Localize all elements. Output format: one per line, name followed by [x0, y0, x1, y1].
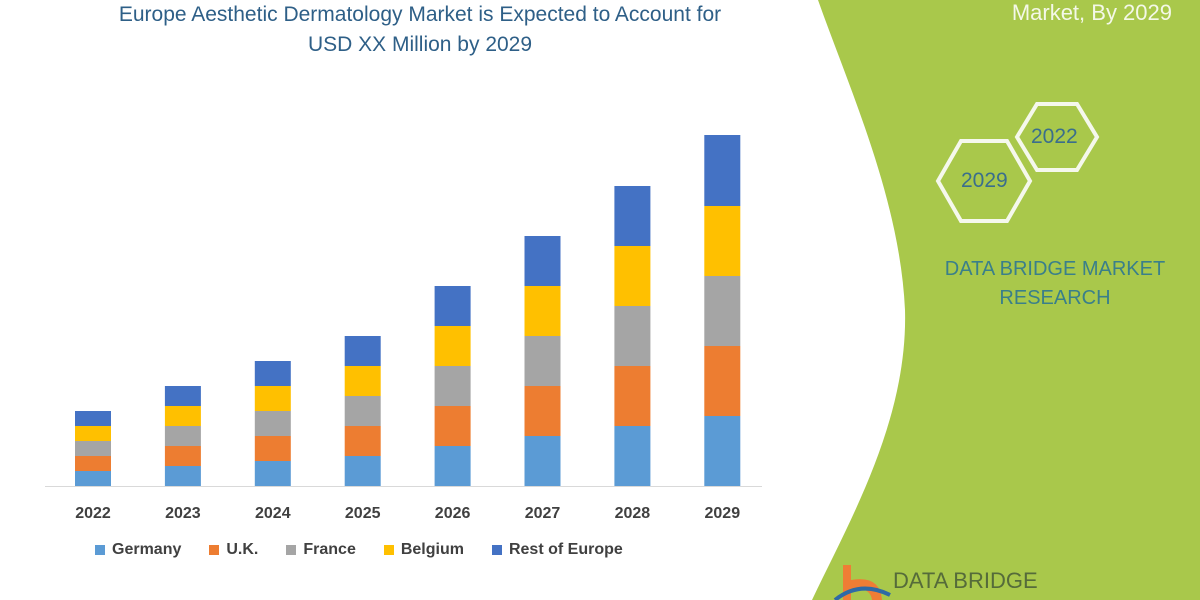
legend-label: Rest of Europe	[508, 541, 623, 558]
x-tick-label: 2022	[75, 505, 111, 522]
bar-2028-belgium	[614, 246, 651, 306]
logo-text: DATA BRIDGE	[893, 568, 1038, 593]
bar-2025-belgium	[344, 366, 381, 396]
bar-2026-belgium	[434, 326, 471, 366]
x-tick-label: 2028	[615, 505, 651, 522]
bar-2028-france	[614, 306, 651, 366]
bar-2025-rest-of-europe	[344, 336, 381, 366]
bar-2027-rest-of-europe	[524, 236, 561, 286]
bar-2027-belgium	[524, 286, 561, 336]
bar-2023-france	[164, 426, 201, 446]
bar-2029-belgium	[704, 206, 741, 276]
chart-title: Europe Aesthetic Dermatology Market is E…	[40, 0, 800, 60]
legend-swatch	[209, 545, 220, 555]
bar-2029-germany	[704, 416, 741, 486]
bar-2022-belgium	[75, 426, 111, 441]
bar-2027-france	[524, 336, 561, 386]
bar-2027-u-k-	[524, 386, 561, 436]
bar-2023-belgium	[164, 406, 201, 426]
bar-2022-france	[75, 441, 111, 456]
x-tick-label: 2026	[435, 505, 471, 522]
bar-2024-rest-of-europe	[254, 361, 291, 386]
bar-2024-france	[254, 411, 291, 436]
brand-line-1: DATA BRIDGE MARKET	[944, 258, 1166, 280]
bar-2024-germany	[254, 461, 291, 486]
bar-2029-u-k-	[704, 346, 741, 416]
legend-label: Germany	[112, 541, 182, 558]
bar-2024-belgium	[254, 386, 291, 411]
bar-2025-u-k-	[344, 426, 381, 456]
x-tick-label: 2025	[345, 505, 381, 522]
bar-2022-u-k-	[75, 456, 111, 471]
bar-2025-france	[344, 396, 381, 426]
bar-2026-rest-of-europe	[434, 286, 471, 326]
legend-swatch	[286, 545, 297, 555]
bar-2023-rest-of-europe	[164, 386, 201, 406]
x-tick-label: 2024	[255, 505, 291, 522]
bar-2023-germany	[164, 466, 201, 486]
legend-label: U.K.	[226, 541, 259, 558]
bar-2027-germany	[524, 436, 561, 486]
bar-2022-rest-of-europe	[75, 411, 111, 426]
bar-2023-u-k-	[164, 446, 201, 466]
title-line-1: Europe Aesthetic Dermatology Market is E…	[118, 3, 722, 26]
legend: Germany U.K. France Belgium Rest of Europe	[95, 541, 623, 559]
brand-name: DATA BRIDGE MARKET RESEARCH	[920, 255, 1190, 313]
legend-item: Rest of Europe	[491, 541, 623, 559]
brand-line-2: RESEARCH	[999, 287, 1111, 309]
x-tick-label: 2023	[165, 505, 201, 522]
bar-2028-germany	[614, 426, 651, 486]
bar-2029-france	[704, 276, 741, 346]
bar-2024-u-k-	[254, 436, 291, 461]
title-line-2: USD XX Million by 2029	[307, 33, 533, 56]
green-side-panel	[812, 0, 1200, 600]
x-tick-label: 2029	[705, 505, 741, 522]
bar-2026-u-k-	[434, 406, 471, 446]
x-tick-label: 2027	[525, 505, 561, 522]
bar-2029-rest-of-europe	[704, 135, 741, 206]
legend-item: France	[286, 541, 356, 559]
corner-subtitle: Market, By 2029	[1011, 0, 1172, 25]
bar-2028-u-k-	[614, 366, 651, 426]
hex-badge-2029	[935, 139, 1033, 223]
bar-2022-germany	[75, 471, 111, 486]
legend-swatch	[491, 545, 502, 555]
legend-item: Germany	[95, 541, 181, 559]
legend-item: U.K.	[209, 541, 258, 559]
bar-2028-rest-of-europe	[614, 186, 651, 246]
legend-item: Belgium	[383, 541, 464, 559]
hex-label-2029: 2029	[961, 169, 1008, 192]
hex-badge-2022	[1014, 102, 1100, 172]
logo-mark	[833, 565, 891, 600]
bar-2026-germany	[434, 446, 471, 486]
legend-label: Belgium	[400, 541, 464, 558]
legend-label: France	[303, 541, 356, 558]
hex-label-2022: 2022	[1031, 125, 1078, 148]
stacked-bar-chart: 2022 2023 2024 2025 2026 2027 2028 2029	[45, 135, 762, 522]
legend-swatch	[95, 545, 105, 555]
legend-swatch	[383, 545, 394, 555]
bar-2025-germany	[344, 456, 381, 486]
bar-2026-france	[434, 366, 471, 406]
